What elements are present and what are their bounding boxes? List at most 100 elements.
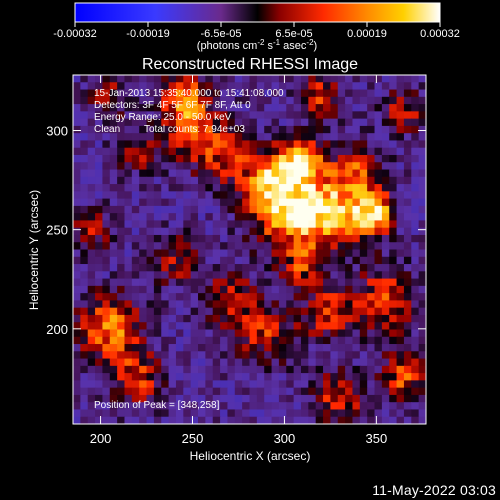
heatmap-cell xyxy=(183,416,192,424)
heatmap-cell xyxy=(293,351,302,360)
heatmap-cell xyxy=(175,125,184,134)
heatmap-cell xyxy=(323,162,331,171)
heatmap-cell xyxy=(220,162,229,171)
heatmap-cell xyxy=(374,380,383,389)
heatmap-cell xyxy=(190,82,199,91)
heatmap-cell xyxy=(131,394,140,403)
heatmap-cell xyxy=(73,227,81,236)
heatmap-cell xyxy=(198,249,206,258)
heatmap-cell xyxy=(374,351,383,360)
x-axis-ticks: 200 250 300 350 xyxy=(90,75,387,446)
heatmap-cell xyxy=(242,169,251,178)
heatmap-cell xyxy=(234,256,243,265)
heatmap-cell xyxy=(190,365,199,374)
heatmap-cell xyxy=(323,205,331,214)
heatmap-cell xyxy=(359,227,368,236)
heatmap-cell xyxy=(124,234,133,243)
heatmap-cell xyxy=(131,285,140,294)
heatmap-cell xyxy=(264,162,273,171)
heatmap-cell xyxy=(411,220,420,229)
heatmap-cell xyxy=(256,402,265,411)
heatmap-cell xyxy=(359,314,368,323)
heatmap-cell xyxy=(205,344,214,352)
heatmap-cell xyxy=(300,249,309,258)
heatmap-cell xyxy=(139,104,148,112)
heatmap-cell xyxy=(117,133,126,142)
heatmap-cell xyxy=(153,118,162,127)
heatmap-cell xyxy=(249,176,258,185)
heatmap-cell xyxy=(330,271,339,280)
heatmap-cell xyxy=(293,96,302,105)
heatmap-cell xyxy=(286,358,295,367)
heatmap-cell xyxy=(418,416,426,424)
heatmap-cell xyxy=(337,264,346,272)
heatmap-cell xyxy=(396,322,405,331)
heatmap-cell xyxy=(190,111,199,120)
heatmap-cell xyxy=(124,242,133,251)
heatmap-cell xyxy=(286,104,295,112)
heatmap-cell xyxy=(220,154,229,163)
heatmap-cell xyxy=(337,329,346,338)
heatmap-cell xyxy=(323,351,331,360)
heatmap-cell xyxy=(87,249,96,258)
heatmap-cell xyxy=(227,249,236,258)
heatmap-cell xyxy=(139,147,148,156)
heatmap-cell xyxy=(396,344,405,352)
heatmap-cell xyxy=(323,300,331,309)
heatmap-cell xyxy=(212,169,221,178)
heatmap-cell xyxy=(411,118,420,127)
heatmap-cell xyxy=(300,387,309,396)
heatmap-cell xyxy=(153,402,162,411)
heatmap-cell xyxy=(80,336,89,345)
heatmap-cell xyxy=(161,104,170,112)
heatmap-cell xyxy=(359,416,368,424)
heatmap-cell xyxy=(300,227,309,236)
heatmap-cell xyxy=(234,125,243,134)
heatmap-cell xyxy=(95,416,104,424)
heatmap-cell xyxy=(124,300,133,309)
heatmap-cell xyxy=(323,271,331,280)
heatmap-cell xyxy=(315,227,324,236)
heatmap-cell xyxy=(256,344,265,352)
heatmap-cell xyxy=(367,140,376,149)
heatmap-cell xyxy=(389,169,398,178)
heatmap-cell xyxy=(117,416,126,424)
heatmap-cell xyxy=(183,104,192,112)
heatmap-cell xyxy=(271,329,280,338)
heatmap-cell xyxy=(337,227,346,236)
heatmap-cell xyxy=(345,402,354,411)
heatmap-cell xyxy=(198,111,206,120)
heatmap-cell xyxy=(153,184,162,192)
heatmap-cell xyxy=(403,271,412,280)
heatmap-cell xyxy=(381,96,390,105)
heatmap-cell xyxy=(212,118,221,127)
heatmap-cell xyxy=(367,96,376,105)
heatmap-cell xyxy=(205,75,214,83)
heatmap-cell xyxy=(315,373,324,381)
heatmap-cell xyxy=(234,307,243,316)
heatmap-cell xyxy=(131,336,140,345)
heatmap-cell xyxy=(234,249,243,258)
heatmap-cell xyxy=(109,191,118,200)
heatmap-cell xyxy=(95,249,104,258)
heatmap-cell xyxy=(337,336,346,345)
heatmap-cell xyxy=(102,380,111,389)
heatmap-cell xyxy=(249,336,258,345)
heatmap-cell xyxy=(293,162,302,171)
heatmap-cell xyxy=(396,402,405,411)
heatmap-cell xyxy=(249,293,258,301)
heatmap-cell xyxy=(271,213,280,222)
heatmap-cell xyxy=(367,344,376,352)
heatmap-cell xyxy=(403,227,412,236)
heatmap-cell xyxy=(117,300,126,309)
heatmap-cell xyxy=(80,373,89,381)
heatmap-cell xyxy=(131,227,140,236)
heatmap-cell xyxy=(286,213,295,222)
heatmap-cell xyxy=(300,154,309,163)
heatmap-cell xyxy=(264,380,273,389)
heatmap-cell xyxy=(109,271,118,280)
heatmap-cell xyxy=(300,264,309,272)
heatmap-cell xyxy=(95,402,104,411)
colorbar-tick-label: -0.00019 xyxy=(126,28,169,40)
